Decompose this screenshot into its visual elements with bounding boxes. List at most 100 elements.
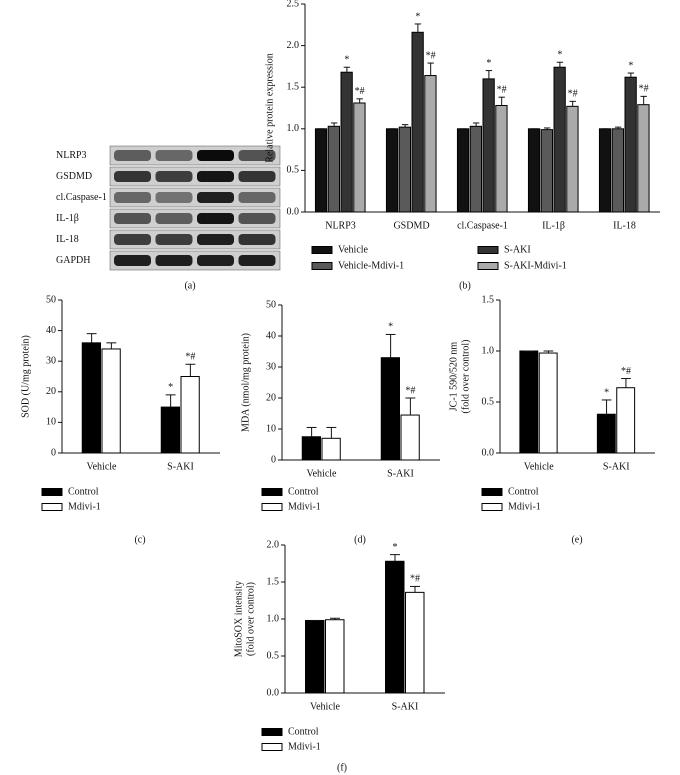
blot-band [197,234,234,245]
bar [598,128,612,213]
significance-mark: * [393,542,398,553]
legend-label: Control [508,486,539,497]
legend-swatch [311,246,333,254]
blot-band [238,171,276,182]
bar [400,414,420,461]
legend-swatch [41,503,63,511]
significance-mark: *# [185,352,195,363]
bar [321,437,341,461]
bar [495,105,508,213]
blot-band [238,255,276,266]
legend-swatch [477,246,499,254]
blot-band [155,150,193,161]
bar [469,125,483,213]
legend-label: Mdivi-1 [288,501,321,512]
y-axis-label: Relative protein expression [264,53,275,162]
legend-swatch [261,728,283,736]
bar [538,352,558,454]
significance-mark: *# [426,50,436,61]
blot-strip [109,250,281,271]
blot-label: IL-18 [56,234,79,245]
bar [380,357,400,461]
blot-band [155,192,193,203]
blot-strip [109,145,281,166]
bar [616,387,636,454]
bar [398,126,412,213]
blot-band [114,192,151,203]
significance-mark: * [388,322,393,333]
bar [325,619,345,694]
y-tick-label: 10 [266,423,276,434]
blot-band [238,234,276,245]
bar [553,66,566,213]
bar [596,413,616,454]
bar [385,128,399,213]
panel-caption: (e) [571,534,582,545]
y-tick-label: 2.0 [267,539,280,550]
significance-mark: * [344,55,349,66]
blot-strip [109,166,281,187]
significance-mark: * [628,60,633,71]
x-tick-label: Vehicle [87,461,118,472]
bar [353,102,366,213]
y-tick-label: 50 [46,294,56,305]
x-tick-label: S-AKI [167,461,194,472]
bar [424,75,437,213]
y-tick-label: 0 [51,447,56,458]
blot-band [155,255,193,266]
significance-mark: *# [405,385,415,396]
y-tick-label: 40 [46,325,56,336]
blot-band [197,171,234,182]
bar [301,436,321,461]
x-tick-label: NLRP3 [325,220,356,231]
x-tick-label: IL-1β [542,220,565,231]
significance-mark: *# [639,84,649,95]
legend-swatch [481,503,503,511]
y-tick-label: 1.5 [482,294,495,305]
significance-mark: *# [621,366,631,377]
bar [411,31,424,213]
x-tick-label: S-AKI [392,701,419,712]
y-tick-label: 40 [266,330,276,341]
y-tick-label: 1.5 [267,576,280,587]
y-axis-label: (fold over control) [245,582,256,656]
legend-swatch [311,262,333,270]
legend-label: Vehicle-Mdivi-1 [338,260,404,271]
panel-caption: (c) [134,534,145,545]
significance-mark: *# [497,84,507,95]
legend-label: Vehicle [338,244,369,255]
blot-label: NLRP3 [56,150,87,161]
bar [340,71,353,213]
x-tick-label: S-AKI [603,461,630,472]
y-tick-label: 1.0 [482,345,495,356]
blot-band [197,213,234,224]
blot-band [197,150,234,161]
significance-mark: *# [410,574,420,585]
blot-band [238,150,276,161]
x-tick-label: cl.Caspase-1 [457,220,508,231]
blot-band [155,213,193,224]
legend-swatch [261,503,283,511]
bar [305,619,325,694]
legend-swatch [261,488,283,496]
legend-label: Control [288,486,319,497]
y-tick-label: 20 [46,386,56,397]
blot-band [114,213,151,224]
legend-swatch [261,743,283,751]
y-axis-label: (fold over control) [460,340,471,414]
blot-label: IL-1β [56,213,79,224]
significance-mark: *# [355,86,365,97]
y-tick-label: 0 [271,454,276,465]
bar [314,128,328,213]
y-tick-label: 10 [46,417,56,428]
legend-swatch [477,262,499,270]
y-tick-label: 1.5 [287,81,300,92]
y-tick-label: 0.0 [267,687,280,698]
x-tick-label: IL-18 [613,220,636,231]
legend-swatch [41,488,63,496]
y-tick-label: 0.5 [267,650,280,661]
legend-label: Control [288,726,319,737]
y-axis-label: MitoSOX intensity [233,581,244,657]
blot-strip [109,229,281,250]
